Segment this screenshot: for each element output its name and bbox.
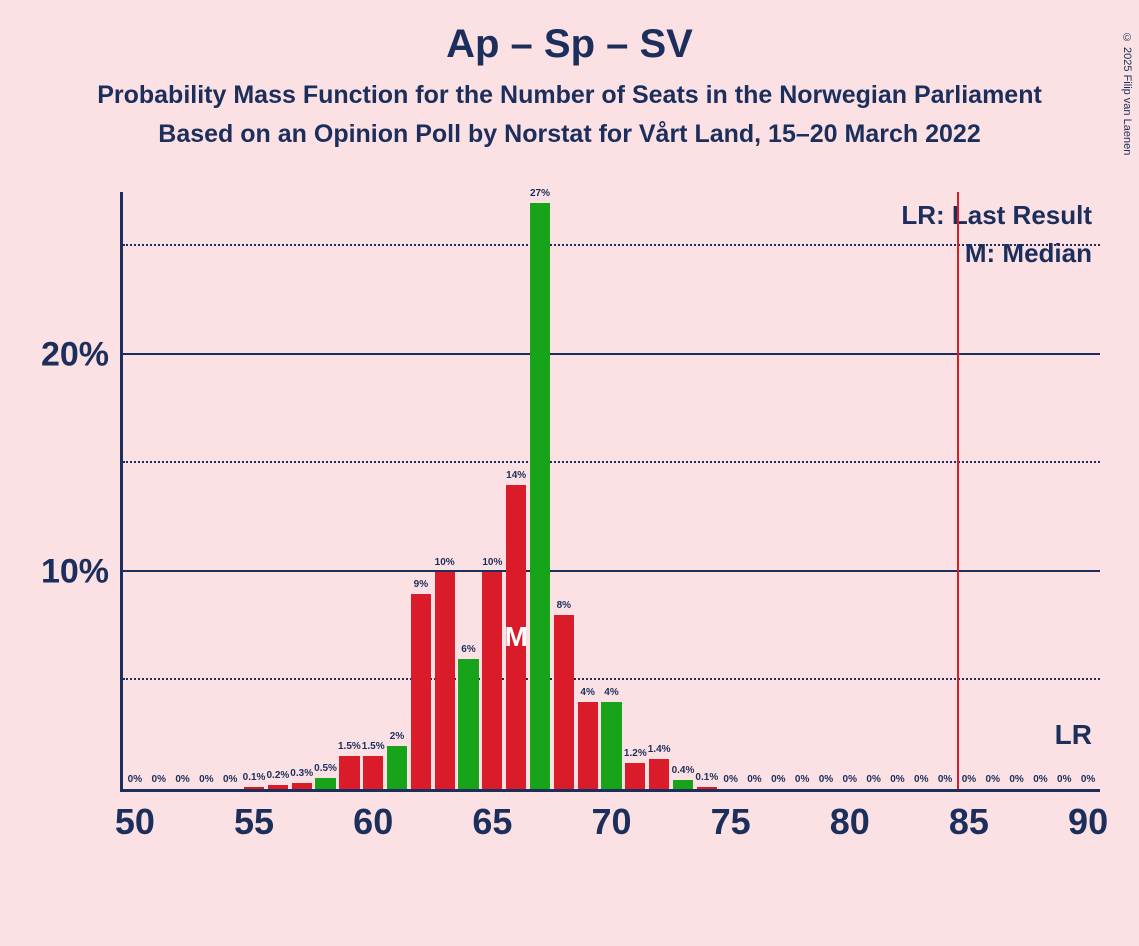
bar: 4% [578,702,598,789]
bar-value-label: 0% [795,774,809,785]
bar-value-label: 0.3% [290,768,313,779]
bar-value-label: 1.2% [624,748,647,759]
bar: 0.1% [697,787,717,789]
bar: 6% [458,659,478,789]
chart-subtitle-1: Probability Mass Function for the Number… [0,81,1139,110]
x-axis-label: 65 [472,801,512,843]
bar-value-label: 0.5% [314,763,337,774]
x-axis-label: 70 [591,801,631,843]
bar: 27% [530,203,550,789]
bar-value-label: 0% [1009,774,1023,785]
bar: 0.4% [673,780,693,789]
bar-value-label: 0% [938,774,952,785]
gridline-minor [123,244,1100,246]
bar: 1.4% [649,759,669,789]
bar: 10% [482,572,502,789]
bar-value-label: 1.5% [338,741,361,752]
bar-value-label: 0% [223,774,237,785]
bar: 2% [387,746,407,789]
bar-value-label: 4% [604,687,618,698]
x-axis-label: 90 [1068,801,1108,843]
bar: 10% [435,572,455,789]
chart-title: Ap – Sp – SV [0,22,1139,67]
bar-value-label: 0.2% [266,770,289,781]
bar-value-label: 0% [771,774,785,785]
bar-value-label: 0% [152,774,166,785]
bar: 8% [554,615,574,789]
bar-value-label: 0% [723,774,737,785]
bar-value-label: 0% [986,774,1000,785]
bar-value-label: 0% [128,774,142,785]
bar-value-label: 1.4% [648,744,671,755]
y-axis-label: 10% [41,552,109,591]
bar-value-label: 27% [530,188,550,199]
bar-value-label: 0% [1057,774,1071,785]
bar-value-label: 0.4% [672,765,695,776]
gridline-major [123,570,1100,572]
chart-subtitle-2: Based on an Opinion Poll by Norstat for … [0,120,1139,149]
bar: 9% [411,594,431,789]
median-marker: M [505,621,528,653]
bar: 1.5% [363,756,383,789]
bar: 0.2% [268,785,288,789]
last-result-line [957,192,959,789]
x-axis-label: 55 [234,801,274,843]
bar-value-label: 0% [175,774,189,785]
bar-value-label: 10% [482,557,502,568]
bar: 0.5% [315,778,335,789]
gridline-major [123,353,1100,355]
bar-value-label: 0% [962,774,976,785]
x-axis-label: 75 [711,801,751,843]
bar-value-label: 6% [461,644,475,655]
bar-value-label: 0% [199,774,213,785]
bar-value-label: 2% [390,731,404,742]
bar-value-label: 0% [1033,774,1047,785]
bar-value-label: 0% [819,774,833,785]
bar-value-label: 10% [435,557,455,568]
legend-last-result: LR: Last Result [901,200,1092,231]
bar: 4% [601,702,621,789]
x-axis-label: 80 [830,801,870,843]
legend-median: M: Median [965,238,1092,269]
gridline-minor [123,461,1100,463]
copyright-text: © 2025 Filip van Laenen [1121,32,1133,155]
bar-value-label: 0.1% [695,772,718,783]
bar-value-label: 0% [914,774,928,785]
bar-value-label: 8% [557,600,571,611]
gridline-minor [123,678,1100,680]
bar-value-label: 0.1% [243,772,266,783]
lr-tag: LR [1055,719,1092,751]
bar-value-label: 0% [890,774,904,785]
bar-value-label: 9% [414,579,428,590]
bar-value-label: 14% [506,470,526,481]
bar-value-label: 0% [1081,774,1095,785]
bar-value-label: 1.5% [362,741,385,752]
x-axis-label: 85 [949,801,989,843]
plot-region: LR: Last Result M: Median LR 10%20%50556… [120,192,1100,792]
bar: 0.3% [292,783,312,790]
chart-area: LR: Last Result M: Median LR 10%20%50556… [120,192,1100,792]
bar-value-label: 0% [747,774,761,785]
bar-value-label: 0% [866,774,880,785]
y-axis-label: 20% [41,335,109,374]
bar-value-label: 0% [843,774,857,785]
x-axis-label: 60 [353,801,393,843]
bar-value-label: 4% [580,687,594,698]
bar: 1.2% [625,763,645,789]
bar: 1.5% [339,756,359,789]
bar: 0.1% [244,787,264,789]
x-axis-label: 50 [115,801,155,843]
